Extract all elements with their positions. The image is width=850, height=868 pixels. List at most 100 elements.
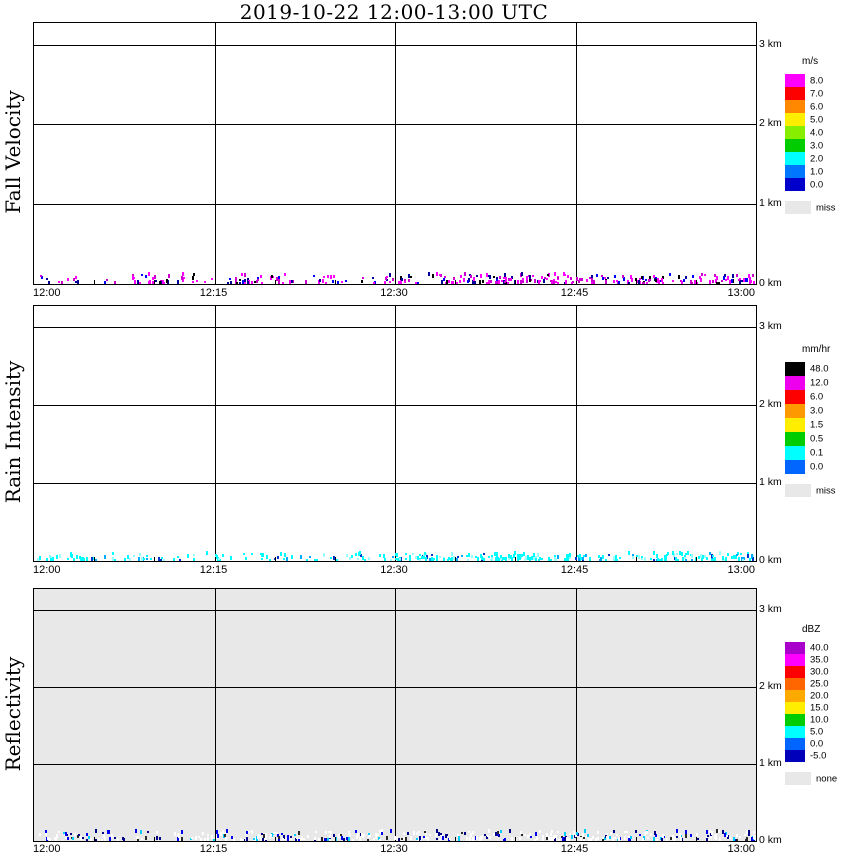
- echo-pixel: [304, 280, 307, 282]
- echo-pixel: [563, 832, 566, 836]
- echo-pixel: [501, 558, 504, 561]
- echo-pixel: [591, 282, 594, 284]
- height-tick-label: 0 km: [759, 834, 782, 846]
- echo-pixel: [269, 836, 272, 839]
- gridline-12-30: [395, 589, 396, 841]
- echo-pixel: [724, 559, 727, 561]
- echo-pixel: [101, 832, 104, 834]
- time-tick-labels-rain-intensity: 12:00 12:15 12:30 12:45 13:00: [33, 564, 755, 577]
- echo-pixel: [222, 830, 225, 834]
- echo-pixel: [514, 280, 517, 284]
- echo-pixel: [640, 276, 643, 279]
- time-tick-label: 12:15: [199, 287, 228, 299]
- echo-pixel: [145, 275, 148, 278]
- echo-pixel: [580, 278, 583, 281]
- colorbar-units-label: dBZ: [802, 624, 821, 635]
- echo-pixel: [247, 281, 250, 284]
- echo-pixel: [451, 281, 454, 284]
- echo-pixel: [696, 282, 699, 284]
- minor-time-tick: [154, 557, 156, 561]
- echo-pixel: [715, 279, 718, 283]
- echo-pixel: [592, 837, 595, 839]
- echo-pixel: [629, 275, 632, 279]
- echo-pixel: [692, 275, 695, 278]
- colorbar-segment: [785, 642, 805, 654]
- echo-pixel: [572, 281, 575, 283]
- echo-pixel: [469, 275, 472, 278]
- echo-pixel: [644, 279, 647, 281]
- minor-time-tick: [334, 557, 336, 561]
- echo-pixel: [348, 837, 351, 841]
- echo-pixel: [372, 277, 375, 279]
- echo-pixel: [491, 557, 494, 561]
- echo-pixel: [527, 835, 530, 838]
- echo-pixel: [675, 836, 678, 838]
- echo-pixel: [107, 830, 110, 834]
- echo-pixel: [553, 835, 556, 839]
- colorbar-tick-label: 5.0: [810, 726, 824, 738]
- echo-pixel: [646, 837, 649, 839]
- echo-pixel: [290, 836, 293, 838]
- echo-pixel: [431, 274, 434, 278]
- echo-pixel: [486, 836, 489, 839]
- echo-pixel: [714, 557, 717, 561]
- echo-pixel: [542, 279, 545, 283]
- echo-pixel: [589, 838, 592, 841]
- echo-pixel: [567, 275, 570, 278]
- echo-pixel: [210, 835, 213, 839]
- echo-pixel: [111, 834, 114, 838]
- echo-pixel: [524, 559, 527, 561]
- echo-pixel: [563, 272, 566, 276]
- time-tick-label: 12:15: [199, 564, 228, 576]
- time-tick-label: 12:30: [380, 843, 408, 855]
- echo-pixel: [360, 833, 363, 837]
- echo-pixel: [642, 282, 645, 284]
- echo-pixel: [744, 834, 747, 836]
- echo-pixel: [520, 554, 523, 557]
- echo-pixel: [393, 836, 396, 840]
- echo-pixel: [742, 557, 745, 560]
- echo-pixel: [678, 551, 681, 555]
- echo-pixel: [669, 273, 672, 276]
- echo-pixel: [510, 557, 513, 561]
- echo-pixel: [388, 281, 391, 283]
- echo-pixel: [272, 832, 275, 834]
- echo-pixel: [38, 833, 41, 836]
- echo-pixel: [189, 838, 192, 840]
- echo-pixel: [605, 833, 608, 836]
- echo-pixel: [83, 558, 86, 561]
- echo-pixel: [414, 556, 417, 559]
- echo-pixel: [126, 555, 129, 559]
- echo-pixel: [745, 278, 748, 282]
- echo-pixel: [587, 838, 590, 841]
- echo-pixel: [346, 837, 349, 840]
- echo-pixel: [698, 556, 701, 559]
- colorbar-missing-label: miss: [816, 485, 836, 496]
- plot-area-reflectivity: [33, 588, 757, 842]
- echo-pixel: [357, 833, 360, 837]
- echo-pixel: [424, 553, 427, 555]
- echo-pixel: [679, 837, 682, 839]
- echo-pixel: [272, 833, 275, 835]
- echo-pixel: [680, 552, 683, 556]
- echo-pixel: [741, 559, 744, 561]
- echo-pixel: [495, 832, 498, 836]
- echo-pixel: [373, 282, 376, 284]
- echo-pixel: [601, 277, 604, 280]
- echo-pixel: [500, 830, 503, 833]
- echo-pixel: [683, 555, 686, 558]
- echo-pixel: [545, 837, 548, 840]
- colorbar-scale: [785, 642, 805, 762]
- echo-pixel: [751, 557, 754, 561]
- echo-pixel: [444, 276, 447, 278]
- echo-pixel: [725, 279, 728, 281]
- echo-pixel: [260, 553, 263, 555]
- height-tick-label: 0 km: [759, 277, 782, 289]
- echo-pixel: [146, 555, 149, 557]
- time-tick-label: 12:45: [560, 843, 589, 855]
- echo-pixel: [148, 281, 151, 284]
- echo-pixel: [409, 276, 412, 278]
- echo-pixel: [664, 557, 667, 561]
- echo-pixel: [450, 558, 453, 561]
- echo-pixel: [46, 558, 49, 561]
